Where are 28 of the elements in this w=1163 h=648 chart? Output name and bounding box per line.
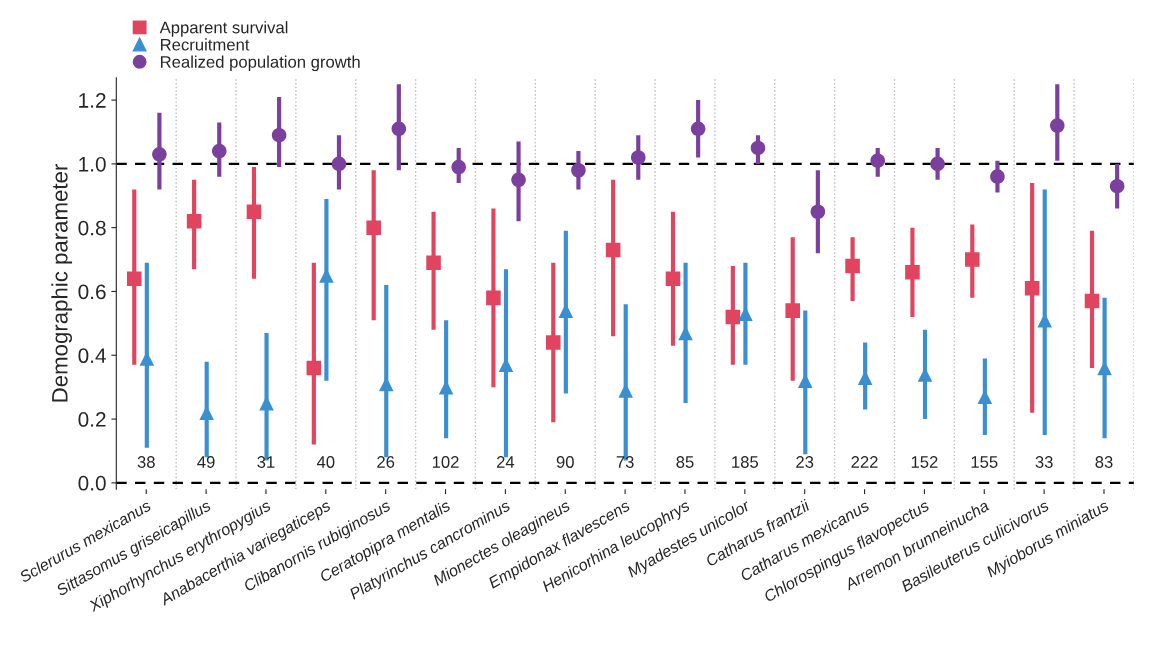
y-tick-label: 1.2 xyxy=(79,93,106,108)
annotation: 31 xyxy=(257,456,275,468)
annotation: 222 xyxy=(851,456,878,468)
annotation: 40 xyxy=(316,456,335,468)
annotation: 155 xyxy=(971,456,998,468)
annotation: 185 xyxy=(732,456,759,468)
legend-label: Recruitment xyxy=(161,38,250,51)
annotation: 102 xyxy=(432,456,459,468)
annotation: 73 xyxy=(616,456,634,468)
annotation: 26 xyxy=(377,456,395,468)
y-tick-label: 0.8 xyxy=(78,220,106,236)
annotation: 33 xyxy=(1035,456,1053,468)
annotation: 85 xyxy=(676,456,694,468)
y-tick-label: 0.6 xyxy=(78,284,106,300)
y-tick-label: 0.0 xyxy=(78,475,106,491)
y-tick-label: 1.0 xyxy=(79,156,106,172)
annotation: 24 xyxy=(496,456,515,468)
annotation: 90 xyxy=(556,456,574,468)
annotation: 49 xyxy=(197,456,215,468)
annotation: 23 xyxy=(796,456,814,468)
annotation: 152 xyxy=(911,456,938,468)
y-tick-label: 0.2 xyxy=(78,412,106,427)
legend-label: Apparent survival xyxy=(159,21,288,37)
y-tick-label: 0.4 xyxy=(78,348,106,364)
annotation: 38 xyxy=(137,456,155,468)
y-axis-title: Demographic parameter xyxy=(51,164,73,402)
legend-label: Realized population growth xyxy=(161,55,360,72)
annotation: 83 xyxy=(1095,456,1113,468)
